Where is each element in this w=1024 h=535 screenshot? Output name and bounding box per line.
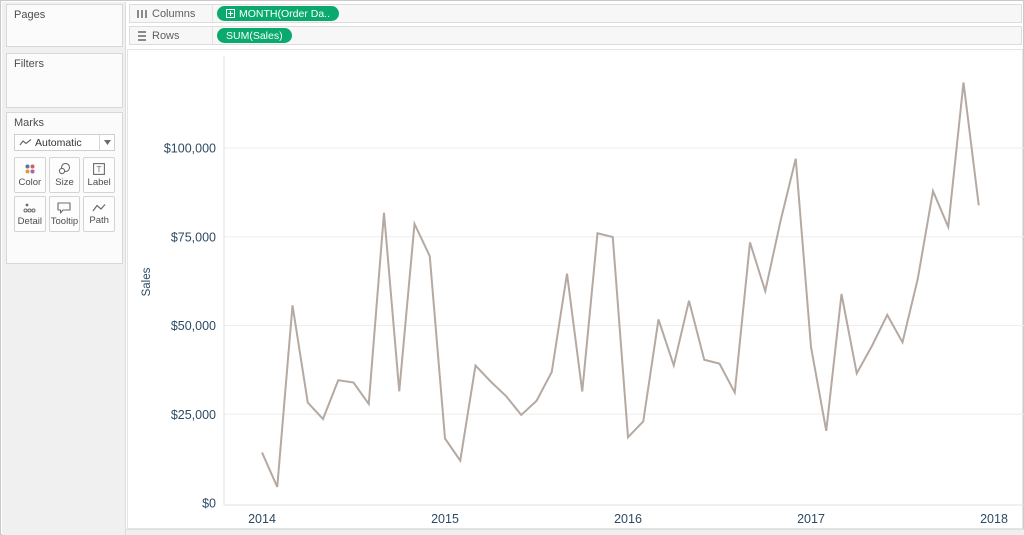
- rows-shelf-icon: [130, 30, 152, 41]
- month-order-date-pill[interactable]: MONTH(Order Da..: [217, 6, 340, 21]
- x-tick-label: 2018: [980, 512, 1008, 526]
- svg-text:T: T: [97, 164, 102, 174]
- color-dots-icon: [24, 163, 36, 175]
- rows-pill-area[interactable]: SUM(Sales): [212, 27, 1021, 44]
- y-tick-label: $100,000: [164, 142, 216, 156]
- marks-buttons: Color Size T: [14, 157, 115, 232]
- y-tick-label: $25,000: [171, 408, 216, 422]
- size-button[interactable]: Size: [48, 157, 81, 193]
- x-tick-label: 2017: [797, 512, 825, 526]
- size-button-label: Size: [55, 176, 74, 188]
- chevron-down-icon[interactable]: [99, 135, 114, 150]
- tooltip-button-label: Tooltip: [50, 215, 79, 227]
- sidebar: Pages Filters Marks Automatic: [2, 2, 126, 535]
- x-tick-label: 2014: [248, 512, 276, 526]
- columns-shelf-icon: [130, 9, 152, 19]
- y-axis-title: Sales: [141, 267, 153, 296]
- text-label-icon: T: [93, 162, 106, 175]
- y-tick-label: $75,000: [171, 230, 216, 244]
- color-button[interactable]: Color: [14, 157, 46, 193]
- color-button-label: Color: [18, 176, 42, 188]
- line-mark-icon: [15, 138, 35, 147]
- mark-type-dropdown[interactable]: Automatic: [14, 134, 115, 151]
- filters-shelf[interactable]: Filters: [6, 53, 123, 108]
- detail-dots-icon: [23, 202, 36, 214]
- label-button[interactable]: T Label: [83, 157, 115, 193]
- columns-pill-area[interactable]: MONTH(Order Da..: [212, 5, 1021, 22]
- x-tick-label: 2015: [431, 512, 459, 526]
- path-button[interactable]: Path: [83, 196, 115, 232]
- detail-button[interactable]: Detail: [14, 196, 46, 232]
- worksheet-view[interactable]: $0 $25,000 $50,000 $75,000 $100,000 2014 2015 2…: [127, 49, 1024, 530]
- rows-pill-label: SUM(Sales): [226, 29, 283, 42]
- filters-shelf-label: Filters: [14, 58, 44, 70]
- rows-shelf[interactable]: Rows SUM(Sales): [129, 26, 1022, 45]
- y-tick-label: $50,000: [171, 319, 216, 333]
- x-tick-label: 2016: [614, 512, 642, 526]
- tooltip-button[interactable]: Tooltip: [48, 196, 81, 232]
- columns-shelf[interactable]: Columns MONTH(Order Da..: [129, 4, 1022, 23]
- columns-pill-label: MONTH(Order Da..: [239, 7, 331, 20]
- label-button-label: Label: [87, 176, 111, 188]
- pages-shelf-label: Pages: [14, 9, 46, 21]
- size-circles-icon: [58, 162, 71, 175]
- mark-type-value: Automatic: [35, 136, 82, 149]
- sum-sales-pill[interactable]: SUM(Sales): [217, 28, 292, 43]
- pages-shelf[interactable]: Pages: [6, 4, 123, 47]
- rows-shelf-label: Rows: [152, 29, 180, 42]
- expand-plus-icon: [226, 9, 235, 18]
- marks-card-label: Marks: [14, 117, 44, 129]
- columns-shelf-label: Columns: [152, 7, 196, 20]
- marks-card: Marks Automatic: [6, 112, 123, 264]
- y-tick-label: $0: [202, 497, 216, 511]
- tooltip-bubble-icon: [57, 201, 72, 214]
- sales-line-series[interactable]: [261, 82, 980, 488]
- path-button-label: Path: [89, 214, 109, 226]
- detail-button-label: Detail: [17, 215, 42, 227]
- path-line-icon: [92, 203, 106, 213]
- bottom-scroll-strip: [126, 529, 1024, 535]
- sales-line-chart[interactable]: $0 $25,000 $50,000 $75,000 $100,000 2014 2015 2…: [128, 50, 1024, 530]
